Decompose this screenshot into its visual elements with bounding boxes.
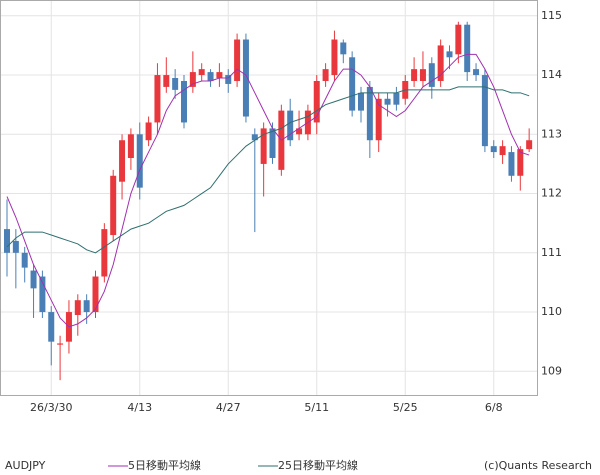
y-tick-label: 109	[541, 364, 562, 377]
candle-body	[411, 69, 418, 81]
candle-body	[419, 69, 426, 81]
candle-body	[508, 152, 515, 176]
candle-body	[154, 75, 161, 123]
candle-body	[349, 57, 356, 111]
candle-body	[269, 128, 276, 159]
moving-average-line	[6, 53, 530, 328]
candle-body	[464, 24, 471, 73]
candle-body	[136, 134, 143, 188]
candle-body	[216, 72, 223, 79]
x-tick-label: 6/8	[485, 401, 503, 414]
candle-body	[119, 140, 126, 182]
y-tick-label: 115	[541, 9, 562, 22]
candle-body	[490, 146, 497, 153]
candle-body	[322, 69, 329, 81]
y-tick-label: 110	[541, 305, 562, 318]
legend-label: 25日移動平均線	[278, 458, 358, 472]
candle-body	[163, 75, 170, 87]
candle-body	[181, 80, 187, 123]
plot-area	[0, 0, 538, 396]
x-tick-label: 5/11	[304, 401, 329, 414]
candle-body	[296, 128, 303, 135]
candle-body	[473, 69, 480, 76]
legend-label: 5日移動平均線	[128, 458, 201, 472]
y-tick-label: 112	[541, 187, 562, 200]
candle-body	[145, 122, 152, 141]
candle-body	[446, 51, 453, 58]
moving-average-line	[6, 86, 530, 254]
candle-body	[331, 39, 338, 76]
candle-body	[384, 98, 391, 105]
candle-body	[101, 229, 108, 277]
x-tick-label: 4/27	[216, 401, 241, 414]
candle-body	[526, 140, 533, 150]
candle-body	[198, 69, 205, 76]
candle-body	[39, 276, 46, 313]
candle-body	[499, 146, 506, 156]
candle-body	[57, 343, 64, 345]
candle-body	[375, 98, 382, 141]
candle-body	[455, 24, 462, 55]
candle-body	[12, 240, 19, 253]
candle-body	[358, 92, 364, 111]
candle-body	[207, 72, 214, 81]
candle-body	[4, 229, 10, 253]
candle-body	[172, 78, 179, 90]
candle-body	[189, 72, 196, 87]
candle-body	[393, 92, 400, 105]
credit: (c)Quants Research	[484, 459, 592, 472]
candle-body	[234, 39, 241, 81]
y-tick-label: 111	[541, 246, 562, 259]
candle-body	[92, 276, 99, 313]
candle-body	[110, 175, 117, 236]
candle-body	[48, 312, 55, 342]
candle-body	[313, 80, 320, 123]
candle-body	[260, 128, 267, 164]
candle-body	[83, 300, 90, 313]
candle-body	[30, 270, 37, 289]
candle-body	[481, 75, 488, 147]
x-tick-label: 5/25	[393, 401, 418, 414]
y-tick-label: 113	[541, 127, 562, 140]
candle-body	[287, 110, 294, 141]
candle-body	[251, 134, 258, 141]
candle-body	[517, 149, 524, 176]
x-tick-label: 4/13	[127, 401, 152, 414]
candle-body	[366, 86, 373, 141]
x-tick-label: 26/3/30	[30, 401, 72, 414]
candle-body	[127, 134, 134, 159]
candle-body	[242, 39, 249, 117]
candle-body	[437, 45, 444, 81]
candle-body	[428, 63, 435, 87]
candle-body	[74, 300, 81, 316]
candle-body	[340, 42, 347, 55]
candle-body	[21, 252, 28, 268]
symbol-label: AUDJPY	[5, 459, 46, 472]
candle-body	[225, 75, 232, 84]
y-tick-label: 114	[541, 68, 562, 81]
